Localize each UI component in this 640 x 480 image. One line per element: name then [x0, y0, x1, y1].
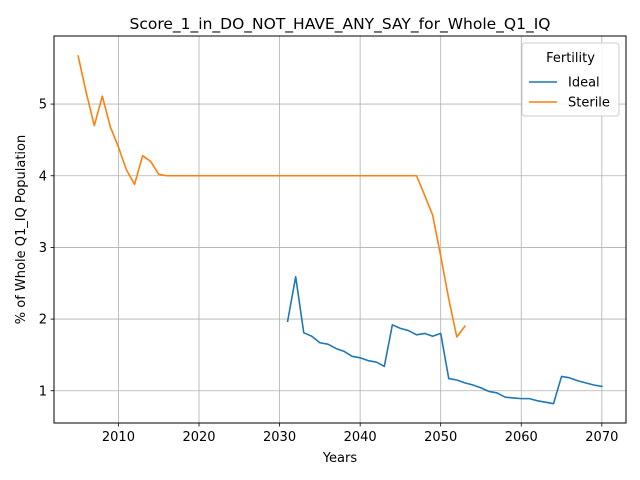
x-tick-label: 2070 — [585, 430, 618, 445]
y-axis-label: % of Whole Q1_IQ Population — [14, 135, 29, 324]
x-tick-label: 2060 — [505, 430, 538, 445]
x-tick-label: 2020 — [182, 430, 215, 445]
y-tick-label: 3 — [39, 241, 47, 256]
x-axis-label: Years — [322, 451, 358, 466]
y-tick-label: 2 — [39, 313, 47, 328]
chart-title: Score_1_in_DO_NOT_HAVE_ANY_SAY_for_Whole… — [130, 15, 551, 34]
x-tick-label: 2010 — [102, 430, 135, 445]
legend-label-ideal: Ideal — [568, 76, 600, 91]
legend: Fertility Ideal Sterile — [522, 43, 619, 116]
y-tick-label: 5 — [39, 98, 47, 113]
x-tick-label: 2030 — [263, 430, 296, 445]
x-tick-label: 2050 — [424, 430, 457, 445]
x-tick-label: 2040 — [344, 430, 377, 445]
legend-label-sterile: Sterile — [568, 96, 610, 111]
y-tick-label: 4 — [39, 169, 47, 184]
legend-title: Fertility — [546, 51, 595, 66]
y-tick-label: 1 — [39, 384, 47, 399]
